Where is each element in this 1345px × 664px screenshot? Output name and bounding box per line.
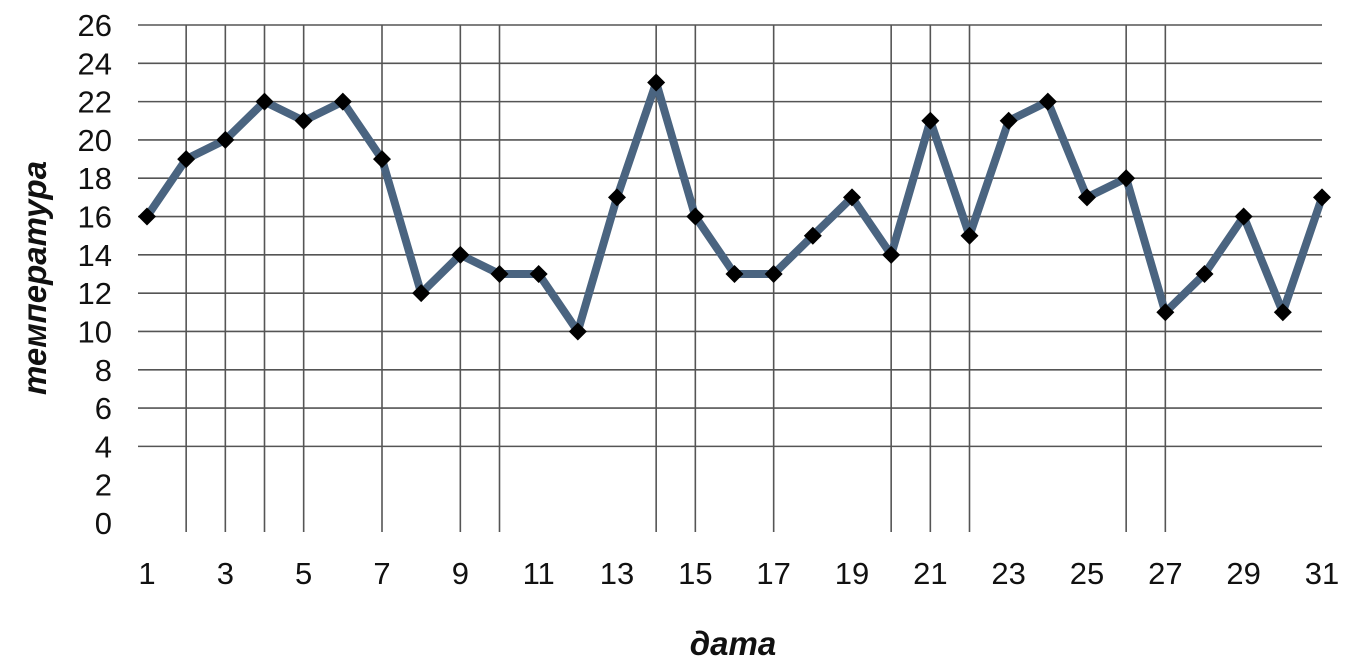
x-tick-label: 15 (678, 556, 712, 591)
x-tick-label: 11 (523, 556, 555, 591)
data-point (882, 245, 901, 264)
data-point (1273, 303, 1292, 322)
data-point (764, 265, 783, 283)
y-tick-label: 12 (78, 276, 112, 311)
x-tick-label: 5 (295, 556, 312, 591)
x-tick-label: 19 (835, 556, 869, 591)
data-point (921, 111, 940, 130)
x-tick-label: 29 (1226, 556, 1260, 591)
y-tick-label: 18 (78, 161, 112, 196)
y-tick-label: 20 (78, 123, 112, 158)
x-tick-label: 7 (373, 556, 390, 591)
data-point (529, 265, 548, 283)
data-point (1234, 207, 1253, 226)
data-point (451, 245, 470, 264)
data-point (177, 150, 196, 169)
data-point (608, 188, 626, 207)
y-tick-label: 2 (95, 468, 112, 503)
data-point (333, 92, 352, 111)
data-point (412, 284, 431, 303)
x-tick-label: 17 (756, 556, 790, 591)
x-axis-tick-labels: 1 3 5 7 9 11 13 15 17 19 21 23 25 27 29 31 (138, 556, 1339, 591)
x-tick-label: 23 (991, 556, 1025, 591)
x-tick-label: 31 (1305, 556, 1339, 591)
y-tick-label: 16 (78, 200, 112, 235)
horizontal-gridlines (138, 24, 1322, 448)
data-point (960, 226, 979, 245)
x-tick-label: 25 (1070, 556, 1104, 591)
series-line-0 (143, 78, 1326, 336)
y-tick-label: 0 (95, 506, 112, 541)
data-point (294, 111, 313, 130)
data-point (803, 226, 822, 245)
x-tick-label: 21 (913, 556, 947, 591)
y-tick-label: 4 (95, 429, 112, 464)
vertical-gridlines (185, 25, 1167, 532)
y-tick-label: 14 (78, 238, 112, 273)
data-point (1117, 169, 1136, 188)
x-tick-label: 1 (138, 556, 155, 591)
data-point (490, 265, 509, 283)
y-tick-label: 8 (95, 353, 112, 388)
y-axis-label: температура (16, 161, 53, 395)
data-point (1195, 265, 1214, 283)
data-point (1038, 92, 1057, 111)
data-point (568, 322, 587, 341)
x-axis-label: дата (690, 625, 776, 662)
x-tick-label: 27 (1148, 556, 1182, 591)
data-point (725, 265, 744, 283)
data-point (1078, 188, 1096, 207)
data-point (216, 130, 235, 149)
y-tick-label: 10 (78, 314, 112, 349)
series-layer (138, 73, 1331, 341)
data-point (1156, 303, 1175, 322)
data-point (138, 207, 156, 226)
x-tick-label: 13 (600, 556, 634, 591)
data-point (1313, 188, 1331, 207)
y-tick-label: 6 (95, 391, 112, 426)
x-tick-label: 9 (452, 556, 469, 591)
data-point (373, 150, 391, 169)
data-point (647, 73, 666, 92)
x-tick-label: 3 (217, 556, 234, 591)
data-point (686, 207, 705, 226)
data-point (843, 188, 861, 207)
y-tick-label: 22 (78, 85, 112, 120)
y-tick-label: 24 (78, 46, 112, 81)
y-tick-label: 26 (78, 8, 112, 43)
data-point (255, 92, 274, 111)
data-point (999, 111, 1018, 130)
